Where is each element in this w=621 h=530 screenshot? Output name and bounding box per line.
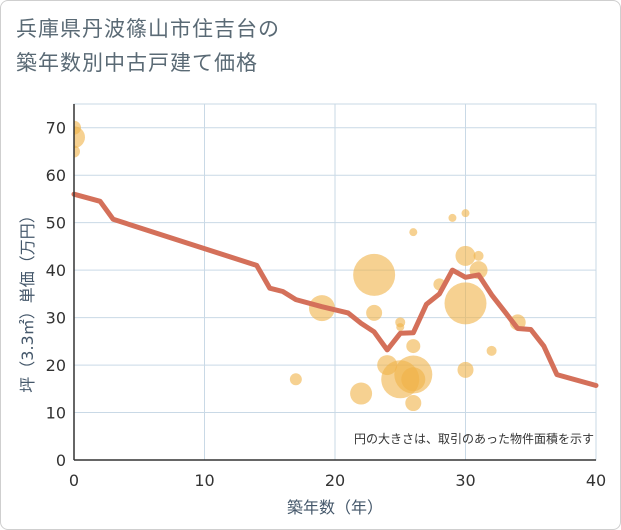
bubble-point [366,304,383,321]
bubble-point [74,120,81,135]
bubble-point [353,253,396,296]
axes: 0 10 20 30 40 50 60 70 0 10 20 30 40 [46,104,606,490]
x-axis-title: 築年数（年） [287,498,383,517]
bubble-point [350,382,373,405]
y-tick-label: 0 [56,451,66,470]
x-tick-label: 20 [325,471,345,490]
bubble-size-note: 円の大きさは、取引のあった物件面積を示す [354,431,594,446]
y-tick-label: 50 [46,214,66,233]
bubble-point [461,209,470,218]
y-tick-label: 70 [46,119,66,138]
bubble-point [74,145,80,158]
x-tick-label: 30 [455,471,475,490]
y-tick-label: 40 [46,261,66,280]
bubble-point [396,323,405,332]
bubble-point [401,367,426,392]
y-tick-label: 30 [46,309,66,328]
y-tick-label: 10 [46,404,66,423]
bubble-point [444,282,487,325]
grid [73,103,597,461]
trend-line-series [71,191,599,388]
bubble-point [473,250,484,261]
y-tick-label: 20 [46,356,66,375]
bubble-point [486,345,497,356]
chart-title-line-1: 兵庫県丹波篠山市住吉台の [16,17,280,41]
bubble-point [457,361,474,378]
bubble-point [455,245,476,266]
x-tick-label: 0 [69,471,79,490]
bubble-point [406,339,421,354]
y-tick-label: 60 [46,166,66,185]
bubble-point [448,213,457,222]
x-tick-label: 40 [586,471,606,490]
bubble-point [409,228,418,237]
chart-title: 兵庫県丹波篠山市住吉台の 築年数別中古戸建て価格 [16,12,536,80]
x-tick-label: 10 [194,471,214,490]
y-axis-title: 坪（3.3㎡）単価（万円） [18,207,37,392]
trend-line [71,191,599,388]
chart-title-line-2: 築年数別中古戸建て価格 [16,51,258,75]
bubble-point [405,395,422,412]
bubble-series [74,120,526,412]
bubble-point [289,373,302,386]
